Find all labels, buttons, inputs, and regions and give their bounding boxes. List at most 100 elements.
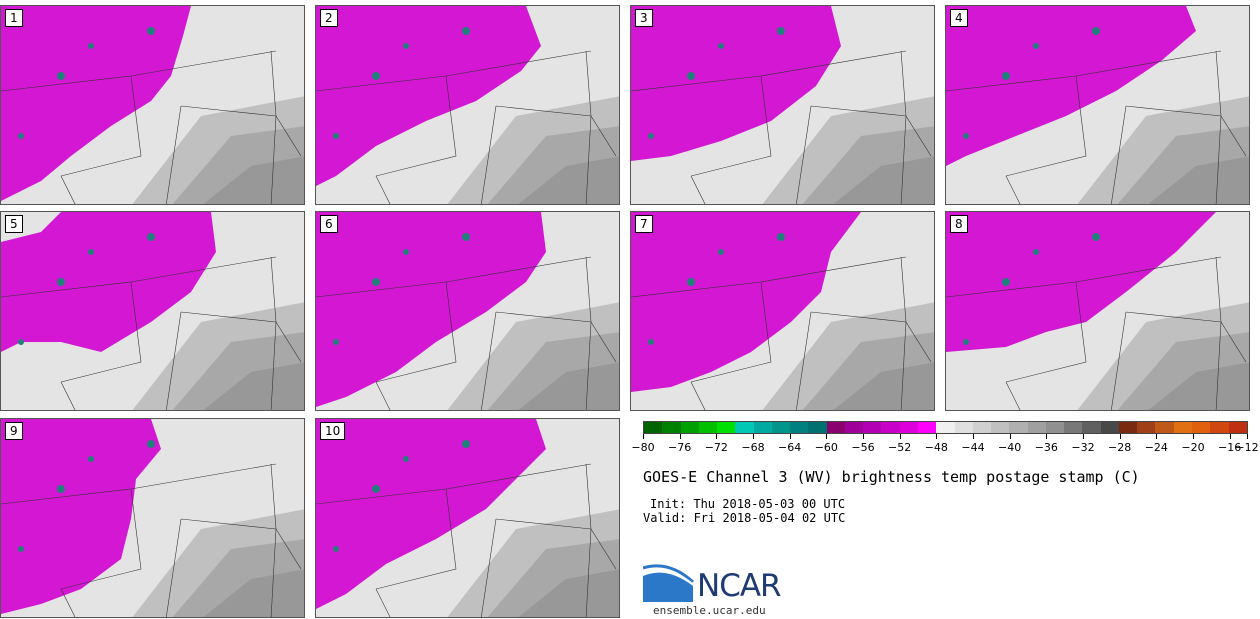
tick-mark xyxy=(973,434,974,439)
color-segment xyxy=(881,422,900,433)
panel-number: 9 xyxy=(5,422,23,440)
tick-label: −60 xyxy=(814,441,838,454)
panel-number: 10 xyxy=(320,422,346,440)
panel-number: 5 xyxy=(5,215,23,233)
tick-mark xyxy=(753,434,754,439)
stamp-panel-7: 7 xyxy=(630,211,935,411)
color-segment xyxy=(1082,422,1101,433)
tick-label: −16 xyxy=(1218,441,1242,454)
tick-mark xyxy=(1009,434,1011,439)
tick-label: −32 xyxy=(1071,441,1095,454)
color-segment xyxy=(863,422,882,433)
stamp-panel-3: 3 xyxy=(630,5,935,205)
color-segment xyxy=(1228,422,1247,433)
color-segment xyxy=(954,422,973,433)
color-segment xyxy=(972,422,992,433)
wv-brightness-map xyxy=(946,212,1249,410)
site-url: ensemble.ucar.edu xyxy=(653,604,766,617)
tick-mark xyxy=(1247,434,1248,439)
color-segment xyxy=(717,422,736,433)
stamp-panel-8: 8 xyxy=(945,211,1250,411)
tick-label: −20 xyxy=(1181,441,1205,454)
color-segment xyxy=(1191,422,1211,433)
stamp-panel-4: 4 xyxy=(945,5,1250,205)
stamp-panel-1: 1 xyxy=(0,5,305,205)
tick-mark xyxy=(863,434,864,439)
stamp-panel-5: 5 xyxy=(0,211,305,411)
wv-brightness-map xyxy=(316,6,619,204)
color-scale-bar xyxy=(643,421,1248,434)
color-segment xyxy=(698,422,718,433)
tick-label: −44 xyxy=(961,441,985,454)
ncar-logo-text: NCAR xyxy=(697,568,782,604)
tick-label: −56 xyxy=(851,441,875,454)
stamp-panel-9: 9 xyxy=(0,418,305,618)
color-segment xyxy=(1045,422,1065,433)
color-segment xyxy=(644,422,663,433)
tick-label: −24 xyxy=(1144,441,1168,454)
wv-brightness-map xyxy=(1,6,304,204)
color-segment xyxy=(991,422,1010,433)
stamp-panel-6: 6 xyxy=(315,211,620,411)
tick-label: −48 xyxy=(924,441,948,454)
tick-label: −76 xyxy=(668,441,692,454)
wv-brightness-map xyxy=(631,6,934,204)
color-segment xyxy=(771,422,791,433)
figure-title: GOES-E Channel 3 (WV) brightness temp po… xyxy=(643,468,1140,486)
tick-mark xyxy=(1119,434,1121,439)
tick-mark xyxy=(716,434,718,439)
wv-brightness-map xyxy=(316,212,619,410)
tick-mark xyxy=(1083,434,1084,439)
tick-label: −28 xyxy=(1108,441,1132,454)
color-segment xyxy=(1009,422,1028,433)
tick-mark xyxy=(1229,434,1231,439)
color-segment xyxy=(735,422,754,433)
panel-number: 1 xyxy=(5,9,23,27)
tick-mark xyxy=(1156,434,1158,439)
tick-mark xyxy=(643,434,644,439)
wv-brightness-map xyxy=(1,419,304,617)
panel-number: 2 xyxy=(320,9,338,27)
tick-label: −80 xyxy=(631,441,655,454)
tick-label: −64 xyxy=(778,441,802,454)
panel-number: 6 xyxy=(320,215,338,233)
color-segment xyxy=(1064,422,1083,433)
color-segment xyxy=(1210,422,1229,433)
color-segment xyxy=(844,422,864,433)
color-segment xyxy=(808,422,827,433)
tick-mark xyxy=(936,434,938,439)
panel-number: 7 xyxy=(635,215,653,233)
stamp-panel-2: 2 xyxy=(315,5,620,205)
stamp-panel-10: 10 xyxy=(315,418,620,618)
color-segment xyxy=(826,422,845,433)
color-segment xyxy=(1173,422,1192,433)
color-segment xyxy=(1137,422,1156,433)
color-segment xyxy=(790,422,809,433)
tick-label: −40 xyxy=(998,441,1022,454)
panel-number: 8 xyxy=(950,215,968,233)
color-segment xyxy=(936,422,955,433)
wv-brightness-map xyxy=(1,212,304,410)
color-segment xyxy=(917,422,937,433)
ncar-logo-icon xyxy=(643,564,695,602)
tick-label: −68 xyxy=(741,441,765,454)
color-scale-ticks: −80 −76 −72 −68 −64 −60 −56 −52 −48 −44 −40 −36 −32−… xyxy=(631,434,1259,456)
init-time: Init: Thu 2018-05-03 00 UTC xyxy=(650,497,846,511)
tick-mark xyxy=(1193,434,1194,439)
color-segment xyxy=(1118,422,1138,433)
tick-label: −72 xyxy=(704,441,728,454)
tick-mark xyxy=(826,434,828,439)
tick-mark xyxy=(789,434,791,439)
color-segment xyxy=(662,422,681,433)
tick-mark xyxy=(1046,434,1048,439)
tick-mark xyxy=(899,434,901,439)
panel-number: 4 xyxy=(950,9,968,27)
valid-time: Valid: Fri 2018-05-04 02 UTC xyxy=(643,511,846,525)
wv-brightness-map xyxy=(631,212,934,410)
tick-mark xyxy=(679,434,681,439)
color-segment xyxy=(1100,422,1119,433)
tick-label: −36 xyxy=(1034,441,1058,454)
wv-brightness-map xyxy=(316,419,619,617)
color-segment xyxy=(899,422,918,433)
tick-label: −52 xyxy=(888,441,912,454)
